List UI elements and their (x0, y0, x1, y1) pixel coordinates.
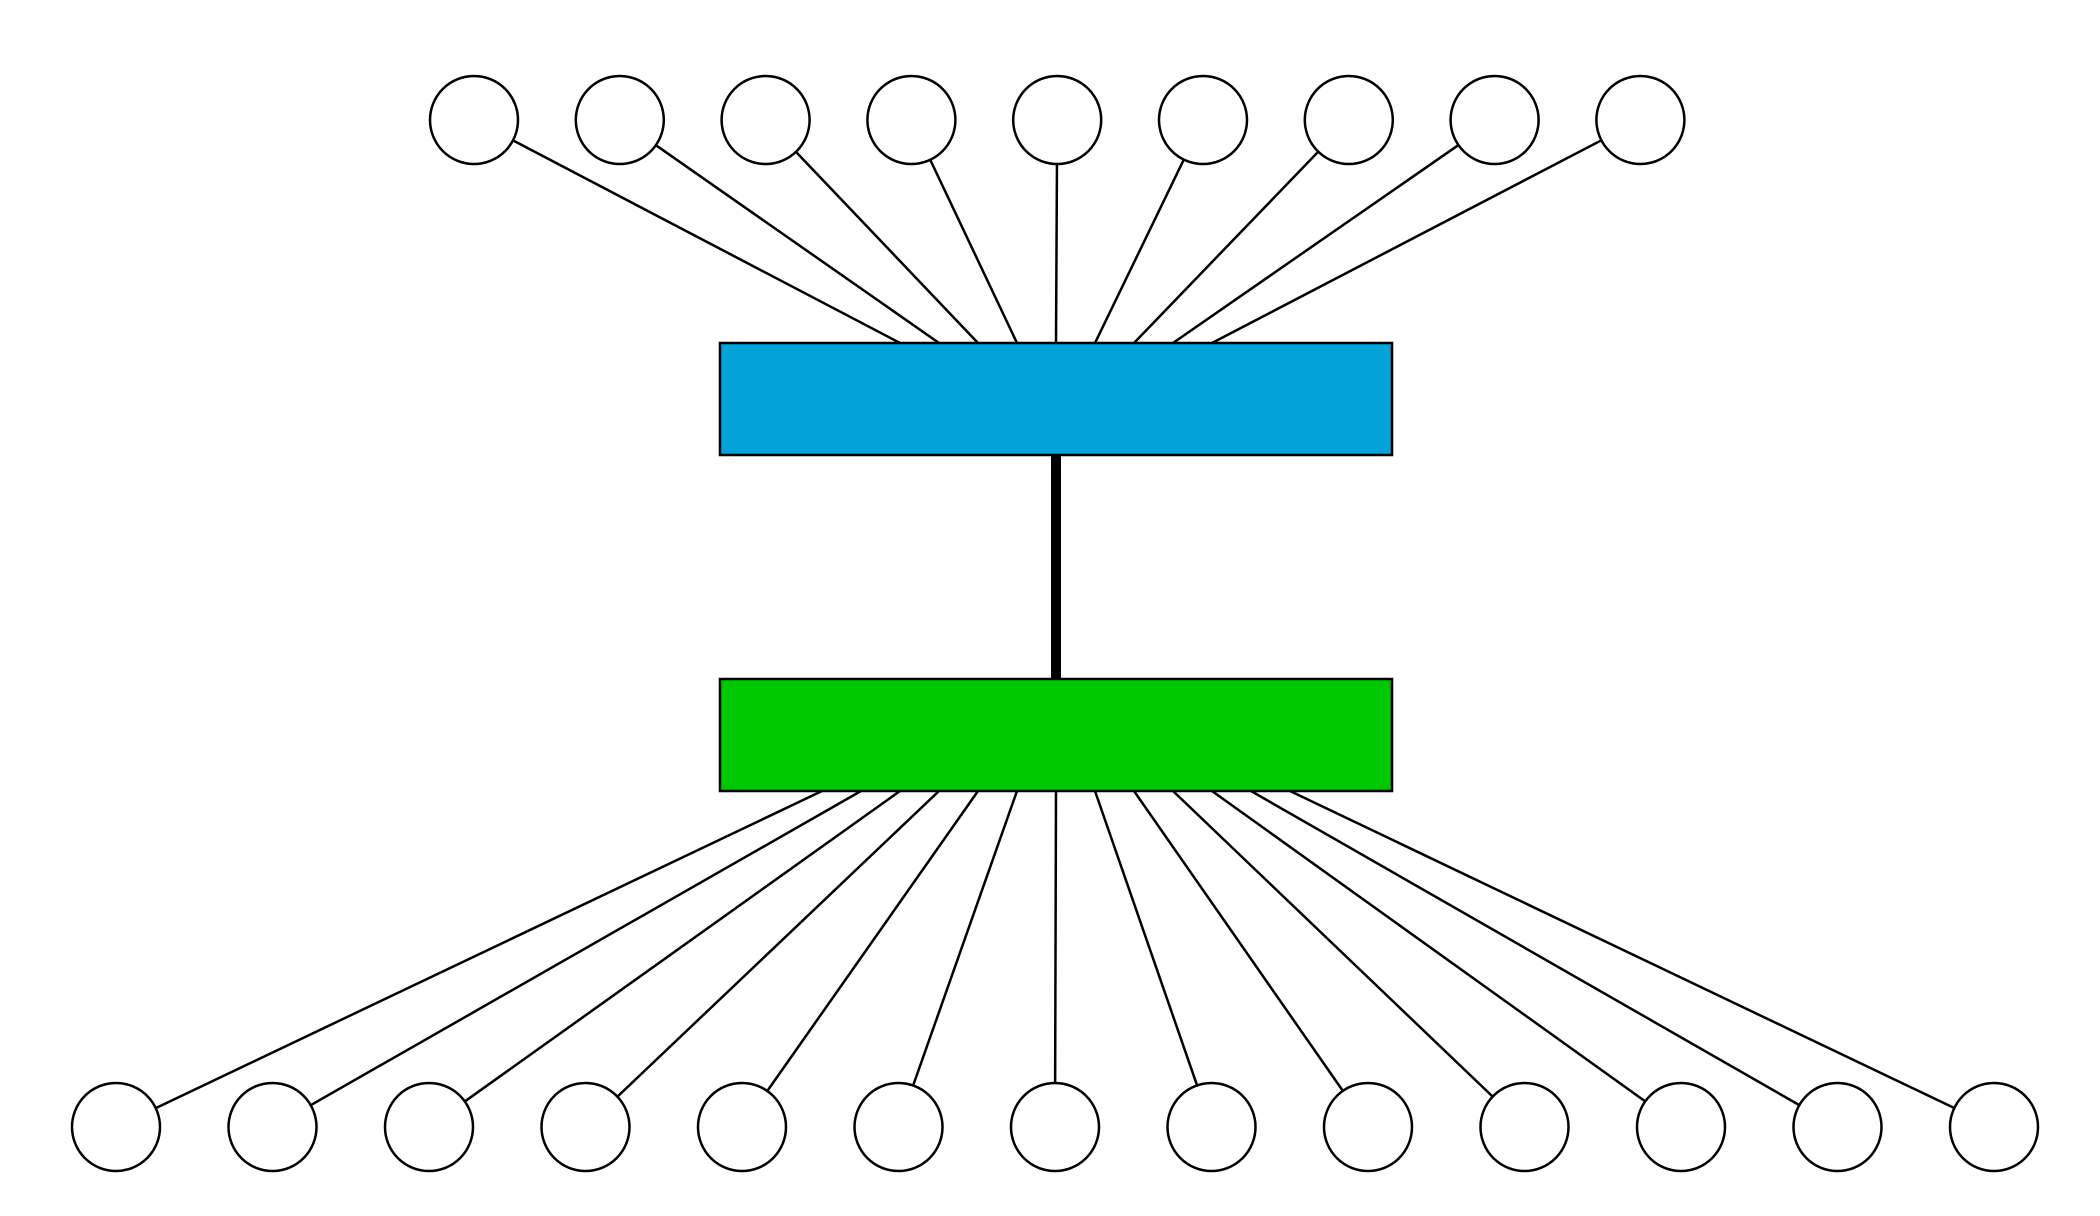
bottom-node-4 (540, 1081, 631, 1173)
bottom-switch (718, 677, 1394, 793)
bottom-node-3 (383, 1081, 475, 1173)
top-link-3 (795, 150, 979, 344)
bottom-node-2 (227, 1081, 318, 1173)
bottom-node-13 (1948, 1081, 2040, 1173)
bottom-node-5 (696, 1081, 788, 1173)
bottom-link-12 (1250, 789, 1800, 1107)
top-link-4 (929, 159, 1019, 344)
bottom-link-11 (1211, 789, 1646, 1103)
bottom-link-9 (1132, 790, 1344, 1092)
top-link-6 (1093, 159, 1185, 344)
bottom-node-12 (1792, 1081, 1883, 1173)
top-node-8 (1449, 74, 1540, 166)
bottom-node-1 (70, 1081, 162, 1173)
top-link-8 (1172, 144, 1460, 345)
bottom-node-9 (1322, 1081, 1414, 1173)
top-node-1 (428, 74, 520, 166)
bottom-link-13 (1289, 789, 1955, 1110)
bottom-link-1 (155, 789, 823, 1110)
bottom-link-5 (766, 790, 980, 1092)
top-nodes (428, 74, 1686, 166)
bottom-node-7 (1009, 1081, 1101, 1173)
bottom-link-8 (1093, 790, 1199, 1086)
top-link-1 (512, 139, 901, 345)
top-link-2 (655, 144, 940, 345)
top-node-5 (1011, 74, 1103, 166)
top-node-4 (866, 74, 957, 166)
top-node-3 (720, 74, 811, 166)
top-link-5 (1054, 163, 1059, 344)
top-link-9 (1211, 139, 1602, 345)
top-node-7 (1303, 74, 1395, 166)
bottom-link-3 (464, 789, 901, 1103)
top-node-6 (1157, 74, 1249, 166)
bottom-node-11 (1635, 1081, 1727, 1173)
bottom-node-8 (1166, 1081, 1257, 1173)
bottom-nodes (70, 1081, 2040, 1173)
top-switch (718, 341, 1394, 457)
bottom-link-2 (310, 789, 862, 1107)
top-node-9 (1595, 74, 1686, 166)
top-links (512, 139, 1602, 345)
top-link-7 (1133, 150, 1320, 344)
bottom-link-7 (1053, 790, 1058, 1084)
bottom-link-6 (911, 790, 1019, 1086)
bottom-links (155, 789, 1955, 1110)
top-node-2 (574, 74, 666, 166)
bottom-link-10 (1172, 790, 1494, 1098)
bottom-node-6 (853, 1081, 944, 1173)
bottom-node-10 (1479, 1081, 1570, 1173)
bottom-link-4 (616, 790, 940, 1098)
